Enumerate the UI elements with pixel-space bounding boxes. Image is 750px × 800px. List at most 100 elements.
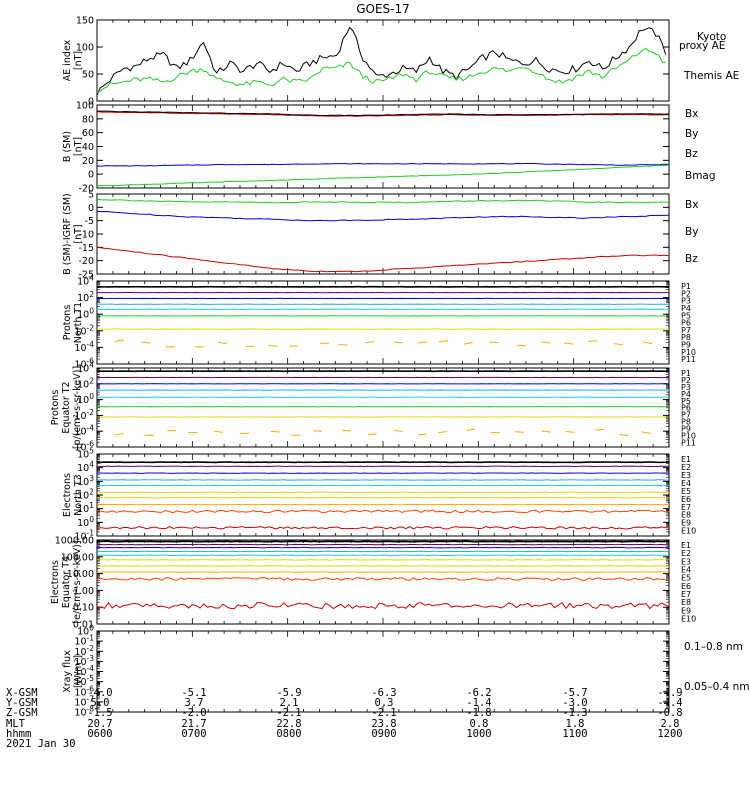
legend-pn-10: P11 bbox=[681, 355, 696, 364]
series-themis-ae bbox=[96, 26, 667, 96]
y-tick-label: 100.00 bbox=[61, 552, 94, 563]
y-axis-label-line: [nT] bbox=[73, 224, 84, 243]
y-tick-label: 10-6 bbox=[74, 357, 94, 371]
y-axis-label-line: [nT] bbox=[73, 137, 84, 156]
y-axis-label-line: B (SM) bbox=[62, 131, 73, 162]
panel-bigrf: 50-5-10-15-20-25B (SM)-IGRF (SM)[nT]BxBy… bbox=[62, 190, 698, 281]
legend-pn-5: P6 bbox=[681, 319, 691, 328]
y-tick-label: 10.00 bbox=[67, 569, 94, 580]
legend-pn-8: P9 bbox=[681, 341, 691, 350]
panel-frame bbox=[96, 193, 670, 275]
y-tick-label: 50 bbox=[82, 70, 94, 81]
ephemeris-value: -1.5 bbox=[87, 707, 113, 720]
legend-ee-6: E7 bbox=[681, 590, 691, 599]
y-tick-label: 10-4 bbox=[74, 664, 94, 678]
legend-en-4: E5 bbox=[681, 487, 691, 496]
y-axis-label-line: Equator T2 bbox=[61, 381, 72, 433]
y-axis-label-line: Electrons bbox=[50, 560, 61, 604]
y-axis-label-line: [W/m²] bbox=[73, 655, 84, 688]
legend-pe-0: P1 bbox=[681, 369, 691, 378]
ephemeris-row-hhmm: hhmm 0600 0700 0800 0900 1000 1100 1200 bbox=[6, 728, 683, 739]
series-p9 bbox=[393, 341, 403, 344]
flux-series-4 bbox=[96, 370, 670, 437]
ephemeris-value: -4.9 bbox=[657, 687, 683, 699]
series-p9 bbox=[417, 341, 428, 344]
legend-pe-6: P7 bbox=[681, 411, 691, 420]
legend-pn-4: P5 bbox=[681, 311, 691, 320]
ephemeris-value: 3.7 bbox=[184, 697, 204, 710]
y-tick-label: 5 bbox=[88, 190, 94, 201]
legend-pe-10: P11 bbox=[681, 438, 696, 447]
ephemeris-value: 2.1 bbox=[279, 697, 299, 710]
y-tick-label: 10-5 bbox=[74, 674, 94, 688]
ephemeris-value: 21.7 bbox=[181, 717, 207, 730]
ephemeris-value: 0.8 bbox=[469, 717, 489, 730]
y-tick-label: 100 bbox=[77, 307, 94, 321]
ephemeris-value: -5.9 bbox=[276, 687, 302, 699]
y-tick-label: 100 bbox=[77, 515, 94, 529]
ephemeris-label: Y-GSM bbox=[6, 697, 38, 710]
legend-pn-3: P4 bbox=[681, 304, 691, 313]
bfield-series-1 bbox=[96, 110, 670, 187]
panel-pn: 104 102 100 10-2 10-4 10-6 ProtonsNorth T1 P1P2… bbox=[62, 274, 696, 371]
y-tick-label: 10-6 bbox=[74, 684, 94, 698]
series-by bbox=[96, 164, 670, 187]
y-axis-label-line: Protons bbox=[62, 305, 73, 341]
ephemeris-value: -1.8 bbox=[466, 707, 492, 720]
plot-title: GOES-17 bbox=[356, 2, 410, 16]
y-tick-label: 103 bbox=[77, 474, 94, 488]
series-bz bbox=[96, 246, 670, 273]
legend-ee-4: E5 bbox=[681, 574, 691, 583]
y-tick-label: 1000.00 bbox=[55, 536, 94, 547]
series-p9 bbox=[516, 344, 526, 347]
series-bmag bbox=[96, 110, 670, 117]
legend-pn-0: P1 bbox=[681, 282, 691, 291]
ephemeris-value: -5.1 bbox=[181, 687, 207, 699]
y-tick-label: 104 bbox=[77, 460, 94, 474]
y-axis-label-line: Equator T4 bbox=[61, 556, 72, 608]
y-tick-label: -20 bbox=[78, 256, 94, 267]
series-p9 bbox=[541, 430, 551, 433]
legend-ae-3: Themis AE bbox=[683, 70, 739, 82]
y-tick-label: 10-1 bbox=[74, 634, 94, 648]
legend-pe-7: P8 bbox=[681, 418, 691, 427]
legend-ee-5: E6 bbox=[681, 582, 691, 591]
ephemeris-value: 2.8 bbox=[660, 717, 680, 730]
y-tick-label: -5 bbox=[85, 216, 94, 227]
legend-bigrf-1: By bbox=[685, 226, 698, 238]
y-tick-label: 60 bbox=[82, 128, 94, 139]
y-tick-label: 100 bbox=[77, 624, 94, 638]
ephemeris-value: 0600 bbox=[87, 727, 113, 740]
series-p9 bbox=[393, 429, 403, 432]
series-p9 bbox=[270, 430, 280, 433]
y-tick-label: 100 bbox=[76, 43, 94, 54]
y-tick-label: -10 bbox=[78, 230, 94, 241]
series-e10 bbox=[96, 526, 670, 530]
series-e10 bbox=[96, 601, 670, 610]
ephemeris-row-y-gsm: Y-GSM 5.0 3.7 2.1 0.3 -1.4 -3.0 -4.4 bbox=[6, 697, 683, 710]
series-p9 bbox=[341, 429, 352, 432]
y-tick-label: 0.01 bbox=[73, 620, 94, 631]
series-p9 bbox=[588, 340, 598, 343]
legend-ee-8: E9 bbox=[681, 606, 691, 615]
series-e9 bbox=[96, 509, 670, 514]
series-p9 bbox=[466, 428, 476, 432]
y-axis-label: B (SM)[nT] bbox=[62, 131, 84, 162]
ephemeris-value: -2.1 bbox=[371, 707, 397, 720]
y-axis-label: B (SM)-IGRF (SM)[nT] bbox=[62, 193, 84, 275]
y-tick-label: 10-4 bbox=[74, 340, 94, 354]
ephemeris-value: -1.3 bbox=[562, 707, 588, 720]
series-p9 bbox=[417, 433, 428, 436]
ephemeris-label: X-GSM bbox=[6, 687, 38, 699]
legend-en-2: E3 bbox=[681, 471, 691, 480]
legend-ee-9: E10 bbox=[681, 614, 696, 623]
series-p9 bbox=[115, 339, 125, 342]
ephemeris-label: MLT bbox=[6, 717, 25, 730]
legend-pn-6: P7 bbox=[681, 326, 691, 335]
series-p9 bbox=[141, 341, 151, 344]
legend-pe-5: P6 bbox=[681, 404, 691, 413]
y-axis-label: ProtonsNorth T1 bbox=[62, 302, 84, 343]
legend-ee-7: E8 bbox=[681, 598, 691, 607]
series-p9 bbox=[439, 340, 449, 343]
